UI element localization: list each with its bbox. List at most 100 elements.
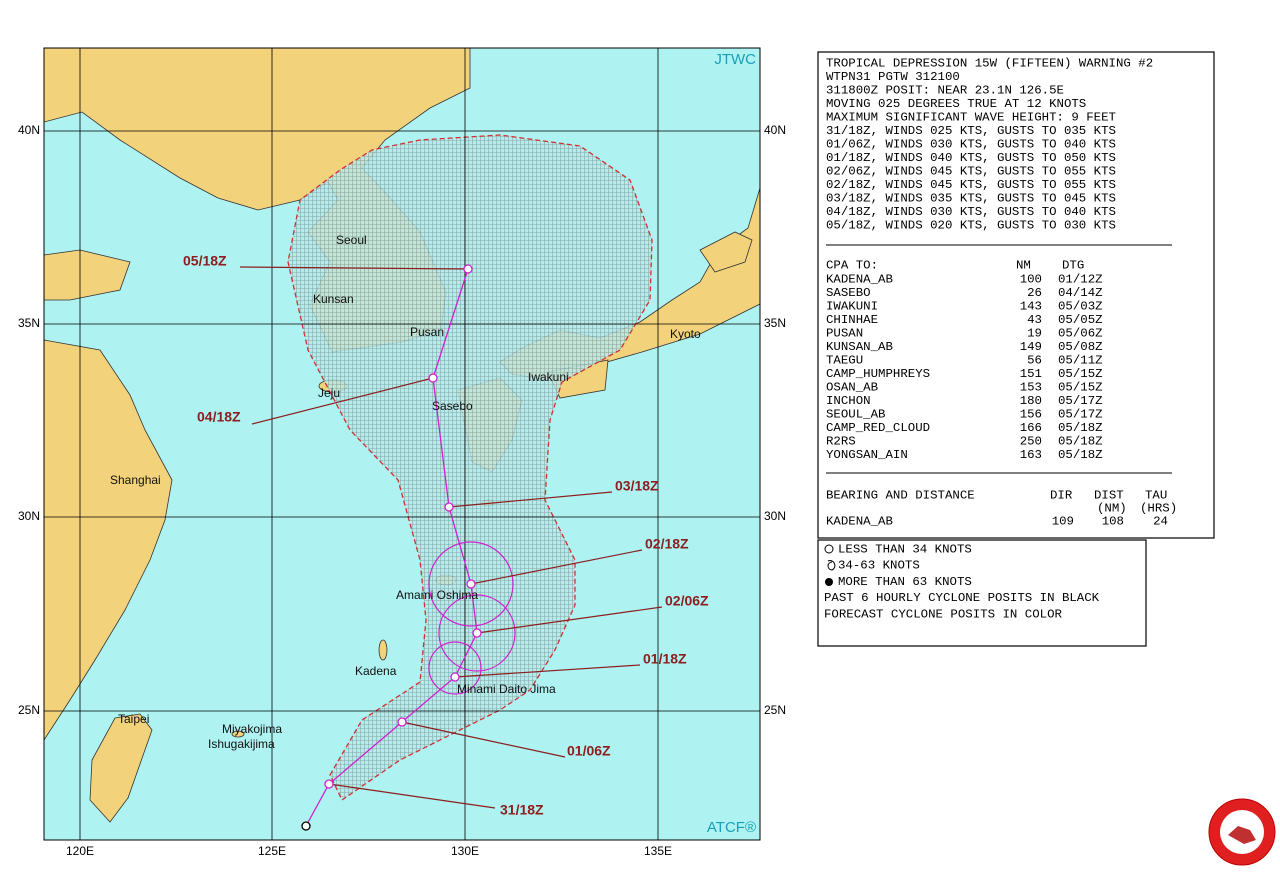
place-label: Miyakojima	[222, 722, 282, 736]
place-label: Taipei	[118, 712, 149, 726]
place-label: Pusan	[410, 325, 444, 339]
cpa-name: R2RS	[826, 434, 856, 448]
cpa-name: YONGSAN_AIN	[826, 448, 908, 462]
cpa-dtg: 05/08Z	[1058, 340, 1103, 354]
bearing-header: DIST	[1094, 488, 1124, 502]
lon-label: 130E	[451, 844, 479, 858]
lon-label: 125E	[258, 844, 286, 858]
warning-line: 03/18Z, WINDS 035 KTS, GUSTS TO 045 KTS	[826, 191, 1116, 205]
lat-label: 30N	[764, 509, 786, 523]
forecast-time: 31/18Z	[500, 802, 544, 818]
place-label: Ishugakijima	[208, 737, 275, 751]
warning-line: WTPN31 PGTW 312100	[826, 70, 960, 84]
leader-line	[454, 664, 641, 678]
cpa-name: SASEBO	[826, 286, 871, 300]
place-label: Kadena	[355, 664, 397, 678]
cpa-name: OSAN_AB	[826, 380, 878, 394]
warning-line: 31/18Z, WINDS 025 KTS, GUSTS TO 035 KTS	[826, 124, 1116, 138]
place-label: Sasebo	[432, 399, 473, 413]
warning-line: MAXIMUM SIGNIFICANT WAVE HEIGHT: 9 FEET	[826, 110, 1116, 124]
lat-label: 40N	[764, 123, 786, 137]
warning-line: MOVING 025 DEGREES TRUE AT 12 KNOTS	[826, 97, 1086, 111]
leader-line	[239, 266, 469, 270]
leader-line	[251, 377, 434, 425]
lat-label: 40N	[18, 123, 40, 137]
place-label: Jeju	[318, 386, 340, 400]
cpa-name: CHINHAE	[826, 313, 878, 327]
cpa-nm: 143	[1020, 299, 1042, 313]
cpa-dtg: 05/05Z	[1058, 313, 1103, 327]
leader-line	[476, 606, 663, 634]
bearing-header: TAU	[1145, 488, 1167, 502]
forecast-cone	[287, 134, 653, 801]
bearing-tau: 24	[1153, 514, 1168, 528]
map-frame	[43, 47, 761, 841]
cpa-dtg: 05/03Z	[1058, 299, 1103, 313]
leaders	[239, 266, 663, 809]
legend-symbols	[824, 544, 836, 586]
cpa-nm: 19	[1027, 326, 1042, 340]
cpa-name: CAMP_RED_CLOUD	[826, 421, 930, 435]
cpa-nm: 43	[1027, 313, 1042, 327]
warning-line: 311800Z POSIT: NEAR 23.1N 126.5E	[826, 83, 1064, 97]
cpa-dtg: 01/12Z	[1058, 272, 1103, 286]
cpa-dtg: 05/17Z	[1058, 394, 1103, 408]
source-label: ATCF®	[707, 819, 756, 836]
place-label: Kunsan	[313, 292, 354, 306]
forecast-time: 05/18Z	[183, 253, 227, 269]
cpa-dtg: 05/15Z	[1058, 367, 1103, 381]
cpa-header: NM	[1016, 258, 1031, 272]
leader-line	[470, 549, 643, 585]
bearing-name: KADENA_AB	[826, 514, 893, 528]
bearing-dist: 108	[1102, 514, 1124, 528]
cpa-nm: 180	[1020, 394, 1042, 408]
cpa-nm: 250	[1020, 434, 1042, 448]
cpa-nm: 100	[1020, 272, 1042, 286]
cpa-dtg: 05/18Z	[1058, 421, 1103, 435]
cpa-name: KUNSAN_AB	[826, 340, 893, 354]
track-points	[301, 264, 482, 831]
graticule	[44, 48, 760, 840]
warning-line: 04/18Z, WINDS 030 KTS, GUSTS TO 040 KTS	[826, 205, 1116, 219]
cpa-name: SEOUL_AB	[826, 407, 886, 421]
bearing-unit: (NM)	[1097, 501, 1127, 515]
cpa-nm: 156	[1020, 407, 1042, 421]
legend-box	[817, 539, 1147, 647]
forecast-time: 03/18Z	[615, 478, 659, 494]
lon-label: 120E	[66, 844, 94, 858]
forecast-time: 04/18Z	[197, 409, 241, 425]
warning-line: 02/18Z, WINDS 045 KTS, GUSTS TO 055 KTS	[826, 178, 1116, 192]
lat-label: 35N	[18, 316, 40, 330]
agency-label: JTWC	[714, 51, 756, 68]
legend-item: FORECAST CYCLONE POSITS IN COLOR	[824, 607, 1063, 621]
place-label: Amami Oshima	[396, 588, 478, 602]
place-label: Seoul	[336, 233, 367, 247]
cpa-name: TAEGU	[826, 353, 863, 367]
place-label: Minami Daito Jima	[457, 682, 556, 696]
lat-label: 25N	[18, 703, 40, 717]
cpa-dtg: 05/06Z	[1058, 326, 1103, 340]
cpa-dtg: 05/18Z	[1058, 434, 1103, 448]
cpa-name: INCHON	[826, 394, 871, 408]
cpa-nm: 163	[1020, 448, 1042, 462]
place-label: Shanghai	[110, 473, 161, 487]
cpa-name: CAMP_HUMPHREYS	[826, 367, 930, 381]
forecast-time: 01/06Z	[567, 743, 611, 759]
jtwc-logo	[1208, 798, 1276, 866]
cpa-name: KADENA_AB	[826, 272, 893, 286]
lat-label: 35N	[764, 316, 786, 330]
cpa-nm: 166	[1020, 421, 1042, 435]
warning-line: TROPICAL DEPRESSION 15W (FIFTEEN) WARNIN…	[826, 56, 1153, 70]
cpa-name: PUSAN	[826, 326, 863, 340]
leader-line	[328, 783, 496, 809]
lat-label: 25N	[764, 703, 786, 717]
cpa-nm: 153	[1020, 380, 1042, 394]
cpa-dtg: 05/18Z	[1058, 448, 1103, 462]
cpa-title: CPA TO:	[826, 258, 878, 272]
lat-label: 30N	[18, 509, 40, 523]
cpa-dtg: 05/11Z	[1058, 353, 1103, 367]
cpa-nm: 26	[1027, 286, 1042, 300]
legend-item: MORE THAN 63 KNOTS	[838, 575, 972, 589]
